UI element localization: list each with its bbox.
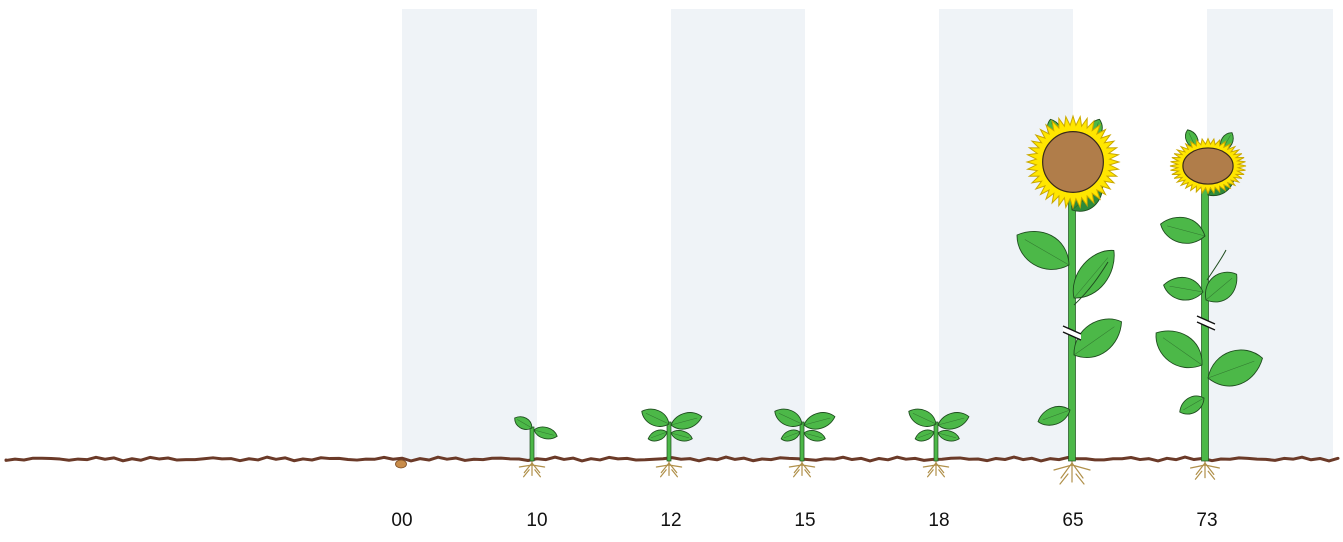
petiole (1073, 261, 1109, 306)
leaf-vein (650, 431, 668, 439)
leaf-vein (803, 417, 831, 426)
leaf-vein (645, 412, 670, 425)
stage-label-00: 00 (391, 510, 413, 531)
leaf-vein (670, 432, 690, 439)
stage-label-10: 10 (526, 510, 548, 531)
stem-stage-18 (933, 421, 939, 462)
stage-label-65: 65 (1062, 510, 1084, 531)
stem-stage-10 (529, 426, 535, 462)
plants (395, 114, 1264, 485)
leaf-3 (1016, 231, 1070, 270)
plant-stage-18 (908, 408, 970, 478)
leaf-vein (1073, 326, 1115, 356)
seed (395, 459, 407, 469)
plant-stage-65 (1016, 114, 1122, 485)
leaf-vein (1183, 397, 1205, 411)
leaf-5 (1163, 277, 1204, 301)
roots-stage-18 (922, 459, 950, 478)
leaf-vein (533, 429, 554, 436)
leaf-6 (1160, 216, 1206, 244)
leaf-vein (803, 432, 823, 439)
leaf-vein (1024, 239, 1070, 266)
plant-stage-12 (641, 408, 703, 478)
leaf-3 (1155, 330, 1203, 369)
soil-layer (4, 455, 1340, 463)
stage-label-73: 73 (1196, 510, 1218, 531)
stem-stage-15 (799, 421, 805, 462)
stem-stage-12 (666, 421, 672, 462)
leaf-vein (912, 412, 937, 425)
seed-disc (1182, 147, 1234, 185)
background-band-1 (671, 9, 805, 460)
stage-label-15: 15 (794, 510, 816, 531)
leaf-vein (937, 417, 965, 426)
stem-break-mark-73 (1196, 315, 1216, 331)
plant-stage-00 (395, 459, 407, 469)
leaf-vein (937, 432, 957, 439)
leaf-vein (1162, 337, 1203, 366)
leaf-vein (1207, 360, 1255, 379)
leaf-vein (1073, 257, 1109, 299)
roots-stage-10 (518, 459, 546, 478)
flower-head-65 (1025, 114, 1121, 210)
leaf-vein (917, 431, 935, 439)
leaf-vein (1205, 277, 1233, 301)
stage-label-12: 12 (660, 510, 682, 531)
roots-stage-15 (788, 459, 816, 478)
background-band-3 (1207, 9, 1333, 460)
leaf-vein (778, 412, 803, 425)
leaf-vein (1169, 285, 1204, 293)
stage-label-18: 18 (928, 510, 950, 531)
leaf-vein (783, 431, 801, 439)
flower-head-73 (1169, 137, 1247, 195)
roots-stage-12 (655, 459, 683, 478)
stem-stage-65 (1068, 194, 1076, 462)
stem-break-mark-65 (1062, 325, 1082, 341)
leaf-vein (1042, 409, 1071, 421)
plant-stage-15 (774, 408, 836, 478)
background-band-0 (402, 9, 537, 460)
plant-stage-10 (514, 416, 558, 478)
roots-stage-65 (1053, 459, 1091, 485)
leaf-vein (670, 417, 698, 426)
leaf-vein (517, 419, 533, 429)
background-band-2 (939, 9, 1073, 460)
seed-disc (1042, 131, 1104, 193)
petiole (1206, 249, 1227, 281)
soil-line (4, 455, 1340, 463)
plant-stage-73 (1155, 129, 1264, 480)
roots-stage-73 (1190, 459, 1220, 480)
leaf-vein (1167, 225, 1206, 237)
